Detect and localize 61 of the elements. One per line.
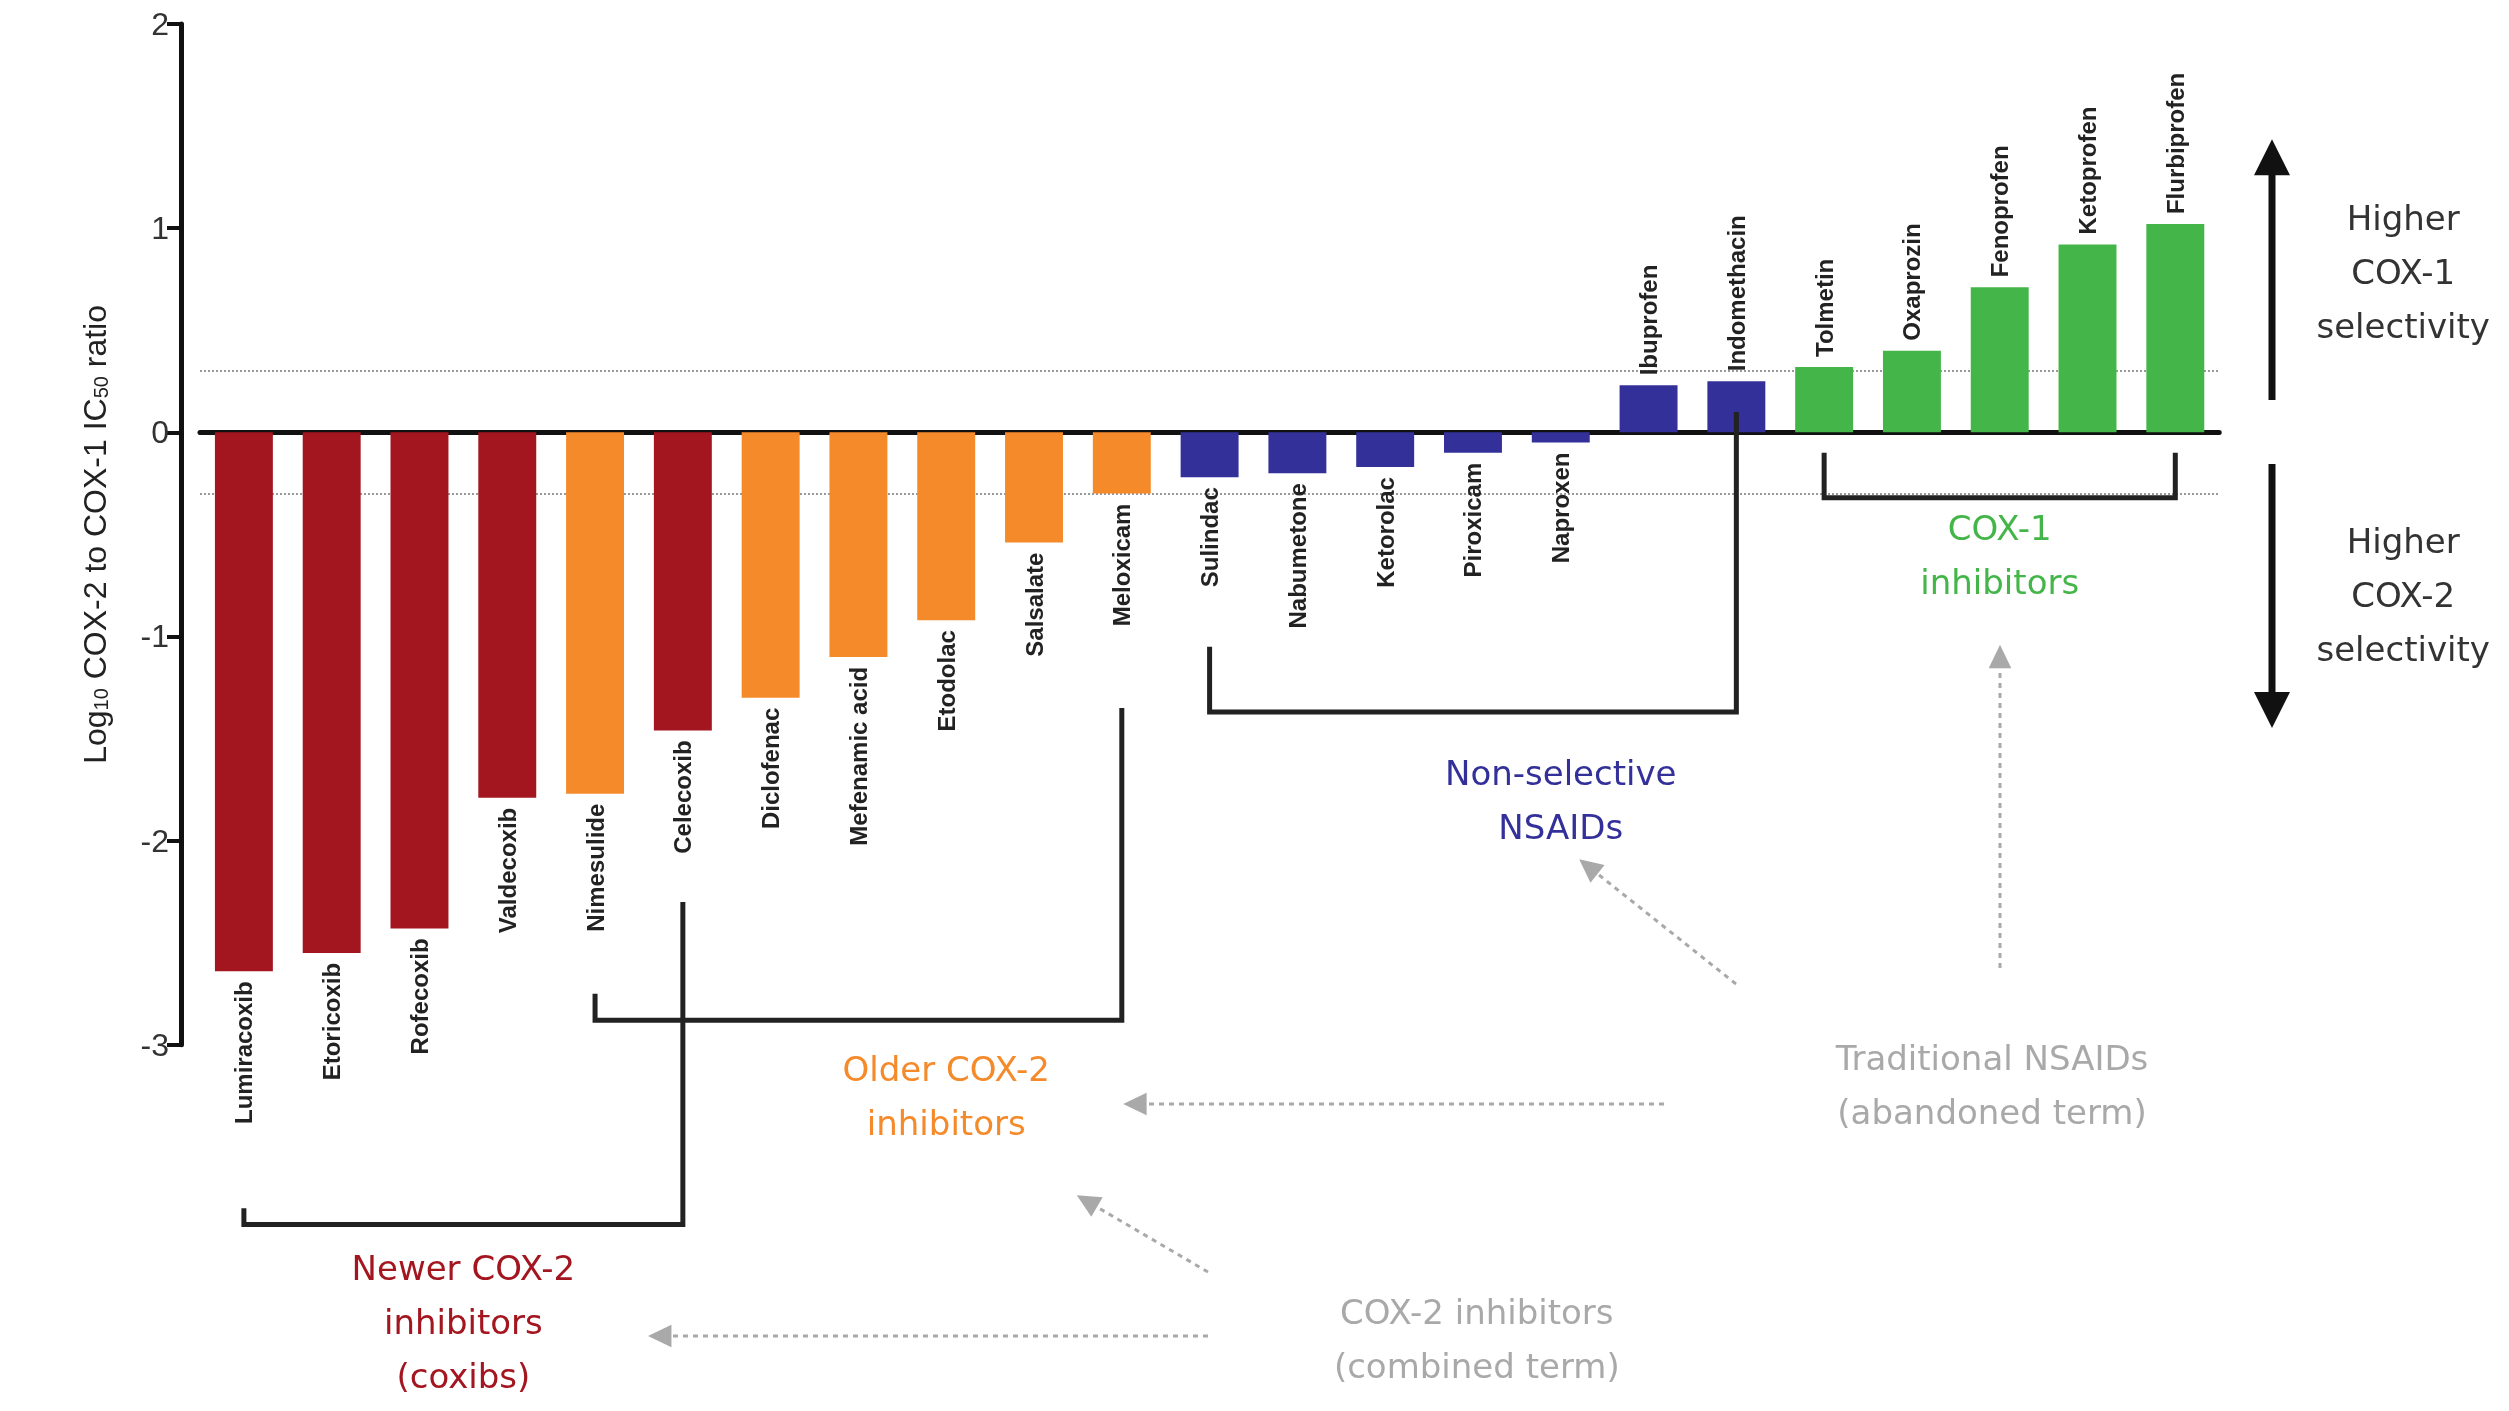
x-tick-label: Meloxicam: [1108, 503, 1136, 627]
bar: [1268, 432, 1327, 474]
x-tick-label: Diclofenac: [757, 707, 785, 830]
x-tick-label: Ibuprofen: [1635, 264, 1663, 376]
bar: [917, 432, 976, 621]
bar: [1619, 385, 1678, 433]
text: Older COX-2 inhibitors: [842, 1048, 1050, 1143]
bar: [741, 432, 800, 698]
annotation: Traditional NSAIDs (abandoned term): [1834, 1037, 2149, 1132]
x-tick-label: Ketoprofen: [2074, 106, 2102, 235]
bar: [1005, 432, 1063, 543]
text: Newer COX-2 inhibitors (coxibs): [351, 1248, 576, 1397]
x-tick-label: Naproxen: [1547, 452, 1575, 564]
y-tick-label: 2: [151, 6, 169, 42]
x-tick-label: Oxaprozin: [1898, 223, 1926, 341]
x-tick-label: Flurbiprofen: [2161, 72, 2189, 215]
text: Higher COX-1 selectivity: [2316, 198, 2490, 346]
bar: [1882, 350, 1941, 433]
x-tick-label: Valdecoxib: [493, 807, 521, 934]
x-tick-label: Sulindac: [1196, 487, 1224, 588]
x-tick-label: Mefenamic acid: [844, 666, 872, 846]
x-tick-label: Ketorolac: [1371, 477, 1399, 588]
x-tick-label: Rofecoxib: [405, 938, 433, 1055]
x-tick-label: Etodolac: [932, 630, 960, 732]
bar: [390, 432, 449, 929]
bar: [1707, 381, 1766, 433]
y-tick-label: -1: [140, 618, 169, 655]
bar: [302, 432, 361, 953]
x-tick-label: Lumiracoxib: [230, 981, 258, 1125]
bar: [1356, 432, 1415, 468]
y-axis-title: Log10 COX-2 to COX-1 IC50 ratio: [77, 304, 113, 764]
x-tick-label: Etoricoxib: [318, 962, 346, 1081]
bar: [1970, 287, 2029, 433]
x-tick-label: Tolmetin: [1810, 258, 1838, 357]
annotation: COX-1 inhibitors: [1920, 507, 2080, 602]
x-tick-label: Indomethacin: [1722, 215, 1750, 372]
bar: [2146, 224, 2205, 433]
bar: [653, 432, 712, 731]
y-tick-label: 1: [151, 210, 169, 247]
bar: [2058, 244, 2117, 433]
bar: [1180, 432, 1239, 478]
bar: [1531, 432, 1590, 443]
y-tick-label: 0: [151, 414, 169, 451]
x-tick-label: Fenoprofen: [1986, 145, 2014, 278]
bar: [214, 432, 273, 972]
text: COX-2 inhibitors (combined term): [1333, 1292, 1620, 1387]
y-tick-label: -2: [140, 822, 169, 859]
x-tick-label: Nabumetone: [1283, 483, 1311, 629]
bar: [478, 432, 537, 798]
x-tick-label: Nimesulide: [581, 803, 609, 932]
bar: [1795, 366, 1854, 433]
bar: [566, 432, 625, 794]
x-tick-label: Celecoxib: [669, 740, 697, 854]
x-tick-label: Salsalate: [1020, 552, 1048, 657]
bar: [1092, 432, 1151, 494]
text: Higher COX-2 selectivity: [2316, 521, 2490, 670]
y-tick-label: -3: [140, 1026, 169, 1063]
bar: [829, 432, 888, 657]
annotation: Non-selective NSAIDs: [1444, 752, 1677, 847]
x-tick-label: Piroxicam: [1459, 462, 1487, 578]
bar: [1444, 432, 1502, 453]
